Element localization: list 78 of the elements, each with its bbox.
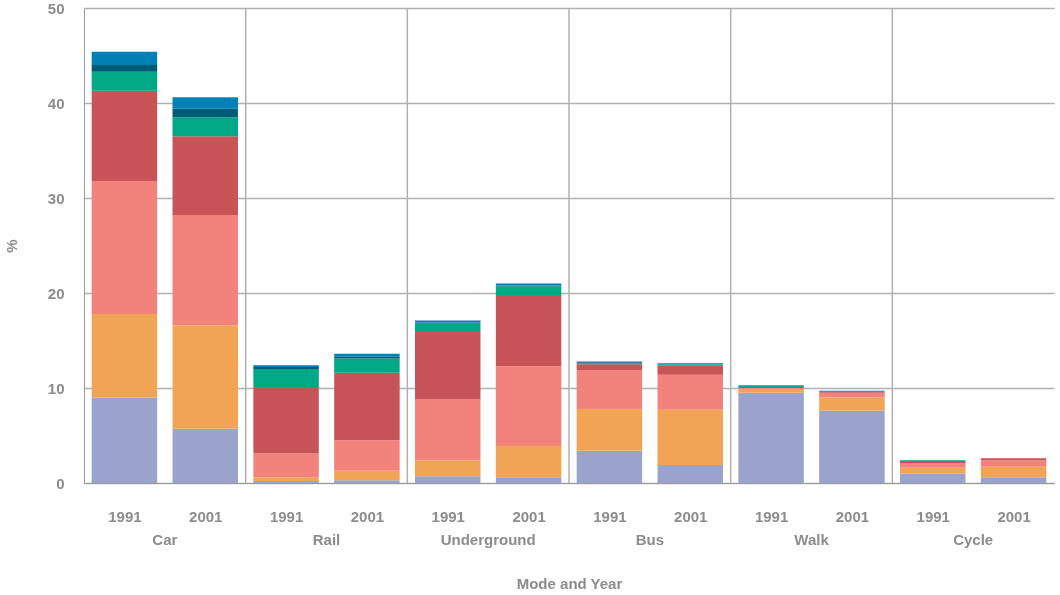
bar bbox=[738, 388, 804, 393]
bar bbox=[980, 460, 1047, 467]
bar bbox=[91, 71, 158, 91]
bar bbox=[900, 467, 966, 474]
bar bbox=[657, 365, 723, 375]
bar bbox=[495, 286, 562, 295]
bar bbox=[253, 387, 319, 454]
bar bbox=[91, 180, 158, 314]
x-tick-label: 1991 bbox=[916, 507, 950, 525]
bar bbox=[980, 466, 1047, 478]
y-tick-label: 40 bbox=[47, 94, 65, 112]
bar bbox=[657, 464, 723, 483]
bar bbox=[738, 392, 804, 483]
y-tick-label: 0 bbox=[56, 474, 65, 492]
text: Rail bbox=[312, 531, 341, 548]
x-tick-label: 2001 bbox=[512, 507, 546, 525]
text: Bus bbox=[635, 531, 665, 548]
y-axis-title: % bbox=[2, 239, 20, 253]
y-tick-label: 20 bbox=[47, 284, 65, 302]
bar bbox=[91, 313, 158, 398]
x-tick-label: 2001 bbox=[835, 507, 870, 525]
bar bbox=[495, 294, 562, 367]
y-tick-label: 50 bbox=[47, 0, 65, 17]
bar bbox=[334, 358, 400, 373]
x-tick-label: 1991 bbox=[754, 507, 789, 525]
x-tick-label: 2001 bbox=[350, 507, 385, 525]
bar bbox=[334, 470, 400, 481]
text: Car bbox=[152, 531, 178, 548]
bar bbox=[495, 445, 562, 478]
bar bbox=[172, 117, 238, 137]
bar bbox=[415, 323, 481, 332]
bar bbox=[172, 325, 238, 429]
bar bbox=[415, 331, 481, 400]
x-tick-label: 1991 bbox=[108, 507, 142, 525]
bar bbox=[495, 366, 562, 446]
x-tick-label: 1991 bbox=[431, 507, 465, 525]
x-tick-label: 1991 bbox=[269, 507, 304, 525]
bar bbox=[172, 136, 238, 216]
bar bbox=[91, 397, 158, 483]
bar bbox=[657, 409, 723, 465]
bar bbox=[576, 450, 643, 483]
x-tick-label: 1991 bbox=[593, 507, 627, 525]
bar bbox=[91, 90, 158, 181]
bar bbox=[253, 369, 319, 388]
x-axis-title: Mode and Year bbox=[516, 574, 623, 592]
bar bbox=[576, 408, 643, 451]
text: Walk bbox=[794, 531, 830, 548]
x-tick-label: 2001 bbox=[997, 507, 1031, 525]
bar bbox=[495, 477, 562, 483]
bar bbox=[334, 480, 400, 483]
bar bbox=[415, 476, 481, 483]
bar bbox=[334, 440, 400, 471]
bar bbox=[253, 453, 319, 478]
y-tick-label: 10 bbox=[47, 379, 65, 397]
bar bbox=[415, 460, 481, 477]
text: Cycle bbox=[953, 531, 994, 548]
y-tick-label: 30 bbox=[47, 189, 65, 207]
bar bbox=[172, 428, 238, 483]
bar bbox=[172, 108, 238, 118]
bar bbox=[91, 51, 158, 65]
x-tick-label: 2001 bbox=[674, 507, 708, 525]
bar bbox=[576, 369, 643, 409]
x-tick-label: 2001 bbox=[189, 507, 223, 525]
bar bbox=[819, 392, 885, 398]
bar bbox=[415, 399, 481, 461]
bar bbox=[172, 97, 238, 109]
bar bbox=[980, 477, 1047, 483]
bar bbox=[576, 364, 643, 370]
bar bbox=[900, 463, 966, 468]
bar bbox=[657, 374, 723, 410]
bar bbox=[172, 215, 238, 326]
bar bbox=[900, 473, 966, 483]
bar bbox=[253, 477, 319, 482]
bar bbox=[819, 397, 885, 411]
text: Underground bbox=[440, 531, 536, 548]
bar bbox=[819, 410, 885, 483]
bar bbox=[334, 372, 400, 441]
bar bbox=[91, 65, 158, 72]
